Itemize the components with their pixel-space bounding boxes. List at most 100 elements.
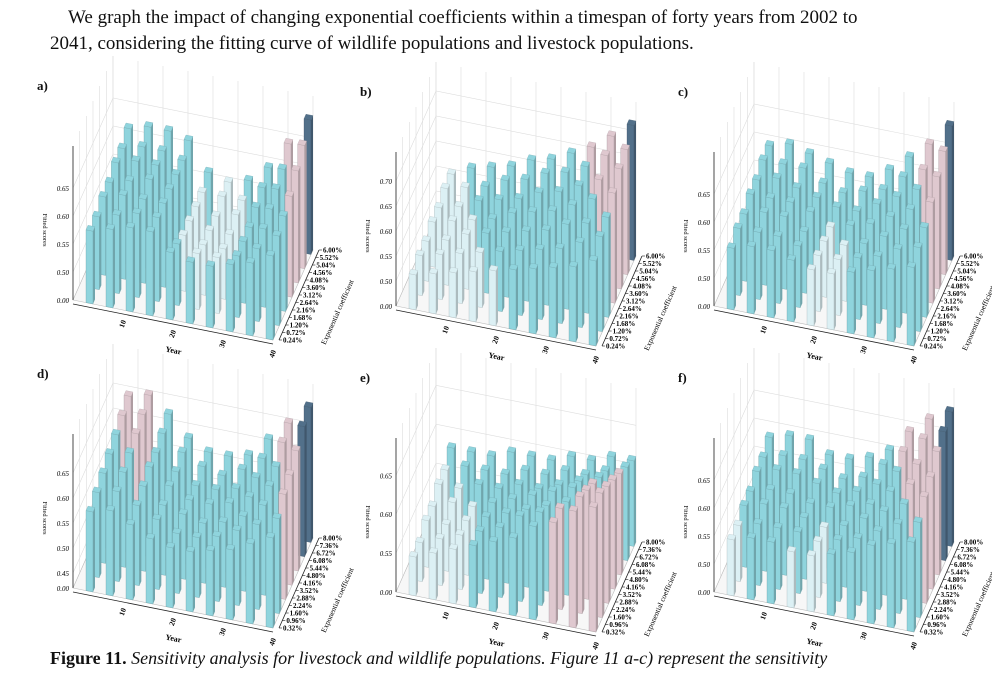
bar-top [838, 473, 848, 480]
bar-top [886, 537, 897, 545]
bar-top [192, 531, 202, 538]
bar-top [448, 266, 459, 274]
bar [428, 267, 439, 315]
z-tick-label: 0.00 [698, 589, 711, 597]
bar-top [626, 454, 637, 462]
bar-side [926, 492, 929, 604]
bar-side [634, 121, 636, 261]
bar-top [205, 544, 216, 552]
bar-top [818, 177, 828, 184]
bar-top [833, 253, 843, 260]
z-tick-label: 0.00 [57, 297, 70, 305]
bar-top [225, 258, 236, 265]
bar-top [415, 536, 425, 544]
y-tick-label: 0.72% [609, 335, 628, 343]
bar [245, 537, 256, 625]
bar-top [515, 244, 525, 251]
bar-top [434, 478, 444, 485]
bar-top [466, 162, 477, 169]
bar-top [466, 446, 477, 453]
bar-top [607, 187, 618, 194]
chart-d-plot: 0.00 0.45 0.50 0.55 0.60 0.65 10 20 30 40 Year 0.32… [41, 344, 356, 647]
bar-top [859, 237, 869, 245]
bar-top [237, 463, 247, 470]
bar-side [193, 547, 195, 612]
grid-line [395, 90, 637, 182]
z-tick-label: 0.55 [57, 520, 70, 528]
bar-top [507, 207, 518, 214]
bar-top [528, 262, 539, 270]
y-tick-label: 6.08% [954, 561, 973, 569]
bar-top [805, 497, 816, 504]
bar-front [408, 273, 417, 311]
bar-top [813, 535, 823, 542]
bar [488, 535, 499, 613]
bar-side [800, 241, 803, 308]
bar-top [238, 510, 248, 517]
bar-side [219, 532, 222, 602]
bar-side [199, 249, 202, 310]
bar-top [798, 453, 808, 461]
bar-top [183, 134, 194, 142]
bar-top [138, 193, 148, 200]
x-tick-label: 20 [490, 335, 501, 345]
bar-side [880, 252, 883, 324]
bar-top [560, 464, 570, 472]
bar-top [428, 547, 439, 554]
chart-c-plot: 0.00 0.50 0.55 0.60 0.65 10 20 30 40 Year 0.24%0.7… [682, 62, 992, 365]
bar-top [541, 499, 551, 507]
bar-front [165, 251, 174, 321]
bar-side [834, 269, 836, 330]
bar-top [125, 221, 136, 229]
grid-line [713, 131, 955, 223]
bar-top [138, 480, 148, 487]
bar-top [819, 521, 829, 528]
bar-front [746, 536, 755, 601]
bar-top [303, 114, 314, 121]
bar-top [588, 254, 599, 262]
bar-top [906, 261, 917, 268]
bar-top [893, 518, 903, 525]
bar-top [520, 464, 530, 471]
y-tick-label: 3.60% [306, 284, 325, 292]
bar-top [739, 499, 749, 507]
y-tick-label: 0.96% [609, 621, 628, 629]
bar-top [905, 478, 916, 485]
z-tick-label: 0.00 [380, 303, 393, 311]
x-tick-label: 40 [908, 355, 919, 365]
bar-top [885, 485, 896, 492]
bar-top [204, 498, 215, 505]
bar-top [408, 551, 419, 558]
bar-top [832, 487, 842, 494]
bar-side [634, 456, 636, 547]
y-tick-label: 2.24% [293, 602, 312, 610]
bar-top [224, 228, 235, 236]
bar [205, 544, 216, 617]
bar-top [799, 511, 809, 519]
bar-side [456, 268, 458, 318]
x-axis [713, 595, 915, 637]
bar-side [900, 244, 903, 328]
y-tick-label: 2.16% [619, 313, 638, 321]
bar-top [568, 260, 579, 268]
bar [265, 249, 276, 341]
bar-top [601, 480, 611, 488]
bar-front [205, 549, 214, 617]
bar-top [441, 518, 451, 526]
bar [826, 548, 837, 617]
x-axis-label: Year [806, 637, 824, 649]
bar-front [826, 272, 835, 331]
bar-top [192, 247, 202, 254]
bar-side [627, 462, 630, 561]
bar-top [620, 143, 630, 150]
bar-top [826, 548, 837, 555]
bar-side [476, 267, 478, 322]
bar-side [119, 210, 122, 294]
bar-top [212, 251, 222, 258]
bar-top [461, 228, 471, 235]
bar-side [596, 503, 598, 632]
bar-top [158, 499, 168, 506]
bar-top [271, 460, 281, 468]
bar-top [447, 215, 458, 222]
bar-side [800, 527, 803, 594]
